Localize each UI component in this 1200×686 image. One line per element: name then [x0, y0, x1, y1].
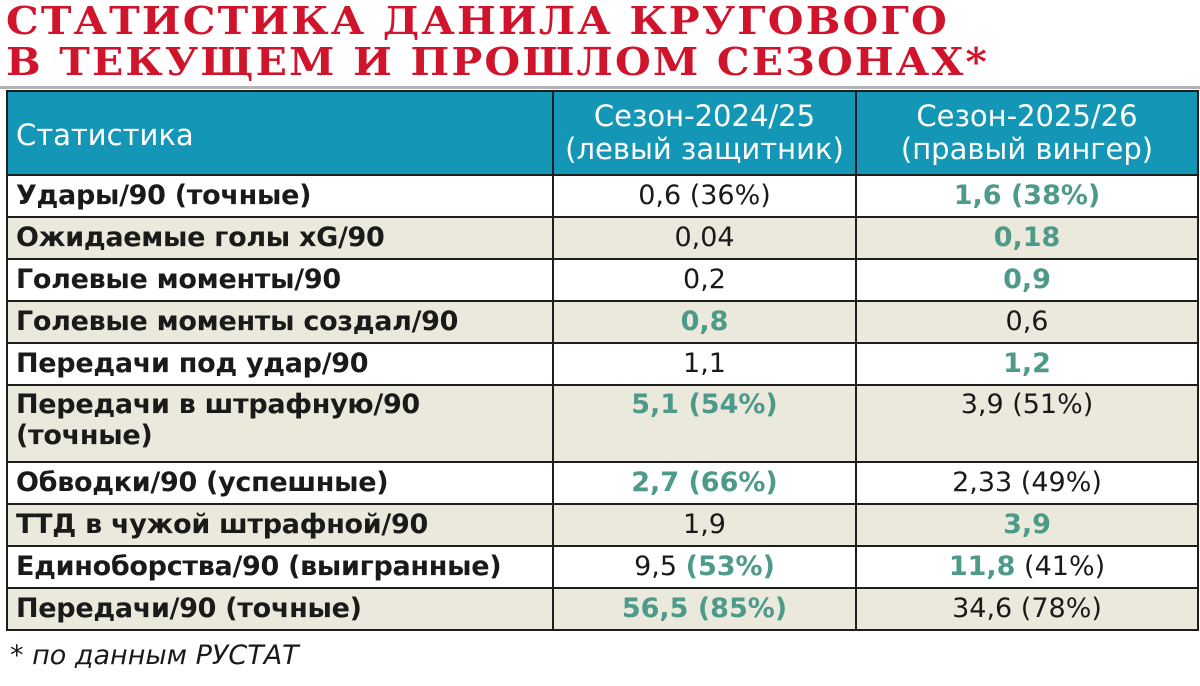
value-main-highlighted: 11,8: [948, 551, 1016, 582]
table-row: Удары/90 (точные) 0,6 (36%) 1,6 (38%): [6, 174, 1199, 218]
season-2024-25-value: 56,5 (85%): [552, 587, 857, 631]
table-row: Ожидаемые голы xG/90 0,04 0,18: [6, 216, 1199, 260]
value-main: 0,6: [1005, 306, 1049, 337]
season-2025-26-value: 11,8 (41%): [855, 545, 1199, 589]
value-main: 3,9 (51%): [960, 389, 1094, 420]
stat-label: Обводки/90 (успешные): [6, 461, 554, 505]
value-extra: (41%): [1015, 551, 1106, 582]
season-2025-26-value: 3,9 (51%): [855, 384, 1199, 463]
stat-label: Единоборства/90 (выигранные): [6, 545, 554, 589]
season-2024-25-value: 0,6 (36%): [552, 174, 857, 218]
value-main-highlighted: 1,2: [1003, 348, 1051, 379]
stat-label: ТТД в чужой штрафной/90: [6, 503, 554, 547]
table-header-row: Статистика Сезон-2024/25 (левый защитник…: [6, 90, 1199, 176]
table-row: ТТД в чужой штрафной/90 1,9 3,9: [6, 503, 1199, 547]
stat-label: Ожидаемые голы xG/90: [6, 216, 554, 260]
column-header-season-2024-25: Сезон-2024/25 (левый защитник): [552, 90, 857, 176]
table-row: Голевые моменты создал/90 0,8 0,6: [6, 300, 1199, 344]
season-2025-26-role: (правый вингер): [900, 132, 1154, 166]
value-main-highlighted: 5,1 (54%): [631, 389, 778, 420]
season-2024-25-value: 0,2: [552, 258, 857, 302]
column-header-stat: Статистика: [6, 90, 554, 176]
stat-label: Удары/90 (точные): [6, 174, 554, 218]
value-main-highlighted: 2,7 (66%): [631, 467, 778, 498]
season-2025-26-value: 2,33 (49%): [855, 461, 1199, 505]
title-divider: [0, 86, 1200, 89]
value-main-highlighted: 0,18: [993, 222, 1061, 253]
source-footnote: * по данным РУСТАТ: [10, 640, 299, 671]
value-main: 0,04: [674, 222, 735, 253]
column-header-season-2025-26: Сезон-2025/26 (правый вингер): [855, 90, 1199, 176]
stat-label: Передачи под удар/90: [6, 342, 554, 386]
stat-label: Передачи/90 (точные): [6, 587, 554, 631]
value-main-highlighted: 3,9: [1003, 509, 1051, 540]
season-2025-26-label: Сезон-2025/26: [916, 99, 1138, 133]
value-main: 0,2: [683, 264, 726, 295]
season-2025-26-value: 0,18: [855, 216, 1199, 260]
table-row: Передачи под удар/90 1,1 1,2: [6, 342, 1199, 386]
season-2025-26-value: 34,6 (78%): [855, 587, 1199, 631]
value-main: 1,9: [683, 509, 726, 540]
season-2024-25-value: 5,1 (54%): [552, 384, 857, 463]
season-2024-25-value: 1,1: [552, 342, 857, 386]
season-2025-26-value: 1,2: [855, 342, 1199, 386]
stat-label-line-1: Передачи в штрафную/90: [16, 389, 420, 420]
stat-label: Передачи в штрафную/90 (точные): [6, 384, 554, 463]
season-2024-25-value: 9,5 (53%): [552, 545, 857, 589]
season-2024-25-value: 0,04: [552, 216, 857, 260]
title-line-2: в текущем и прошлом сезонах*: [6, 39, 990, 84]
stat-label-line-2: (точные): [16, 420, 153, 451]
value-extra-highlighted: (53%): [685, 551, 775, 582]
value-main-highlighted: 56,5 (85%): [621, 593, 788, 624]
table-row: Обводки/90 (успешные) 2,7 (66%) 2,33 (49…: [6, 461, 1199, 505]
value-main: 0,6 (36%): [638, 180, 771, 211]
page-title: Статистика Данила Кругового в текущем и …: [6, 0, 989, 82]
value-main-highlighted: 0,8: [680, 306, 729, 337]
stat-label: Голевые моменты создал/90: [6, 300, 554, 344]
value-main: 2,33 (49%): [952, 467, 1102, 498]
value-main-highlighted: 0,9: [1003, 264, 1051, 295]
table-row: Голевые моменты/90 0,2 0,9: [6, 258, 1199, 302]
season-2024-25-value: 2,7 (66%): [552, 461, 857, 505]
stats-table: Статистика Сезон-2024/25 (левый защитник…: [6, 90, 1199, 631]
title-line-1: Статистика Данила Кругового: [6, 0, 949, 43]
season-2024-25-role: (левый защитник): [565, 132, 844, 166]
value-main: 34,6 (78%): [952, 593, 1102, 624]
season-2024-25-label: Сезон-2024/25: [593, 99, 816, 133]
season-2024-25-value: 1,9: [552, 503, 857, 547]
season-2025-26-value: 3,9: [855, 503, 1199, 547]
table-row: Передачи в штрафную/90 (точные) 5,1 (54%…: [6, 384, 1199, 463]
stat-label: Голевые моменты/90: [6, 258, 554, 302]
season-2025-26-value: 0,9: [855, 258, 1199, 302]
table-row: Единоборства/90 (выигранные) 9,5 (53%) 1…: [6, 545, 1199, 589]
table-row: Передачи/90 (точные) 56,5 (85%) 34,6 (78…: [6, 587, 1199, 631]
season-2025-26-value: 1,6 (38%): [855, 174, 1199, 218]
value-main: 1,1: [683, 348, 726, 379]
season-2024-25-value: 0,8: [552, 300, 857, 344]
season-2025-26-value: 0,6: [855, 300, 1199, 344]
value-main-highlighted: 1,6 (38%): [953, 180, 1101, 211]
value-main: 9,5: [634, 551, 686, 582]
